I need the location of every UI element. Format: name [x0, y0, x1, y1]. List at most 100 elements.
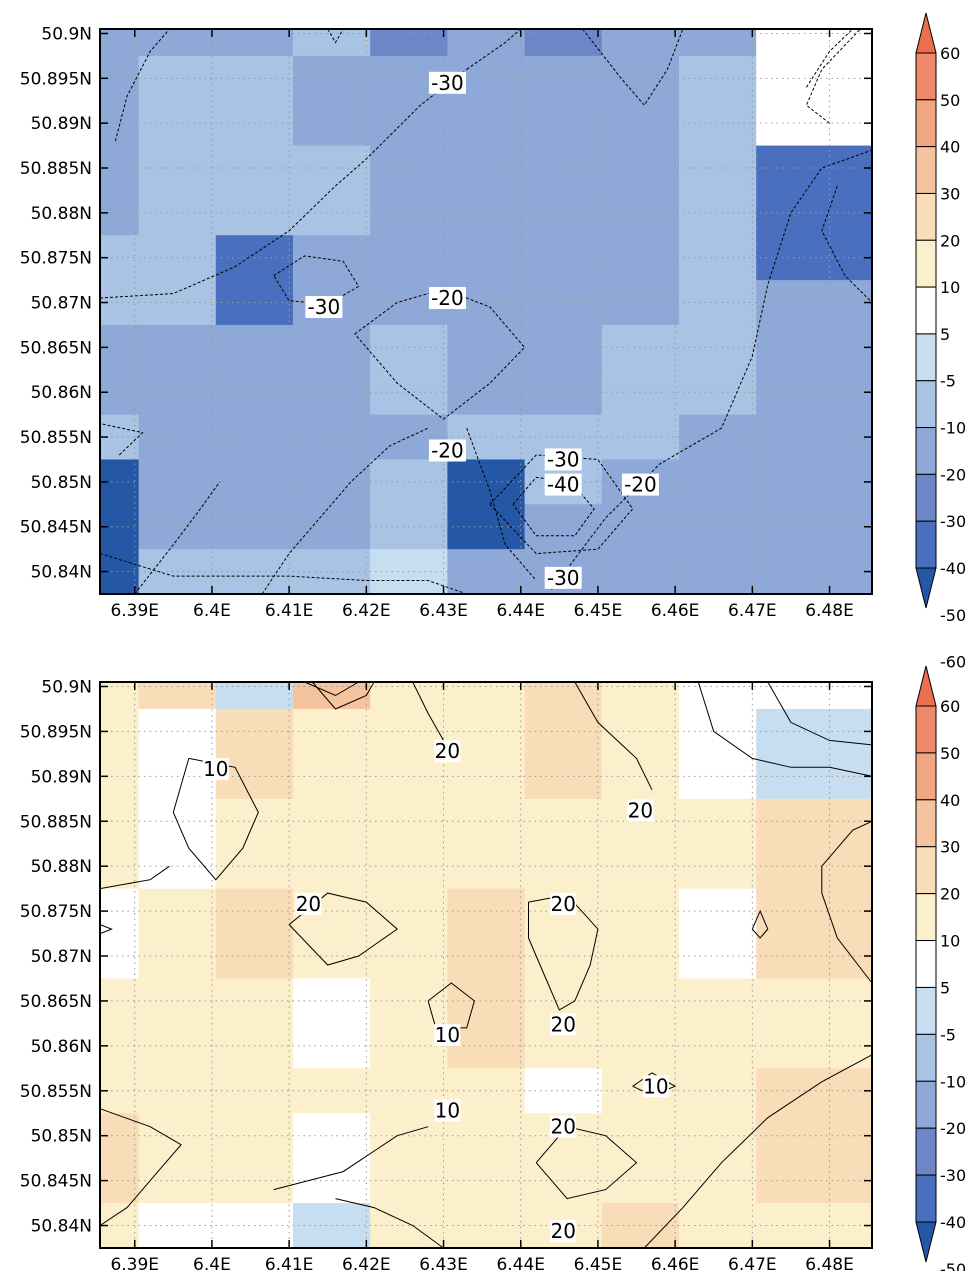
- contour-line: [767, 681, 873, 746]
- x-tick-label: 6.4E: [193, 1255, 231, 1271]
- colorbar-min-arrow: [915, 567, 937, 609]
- grid-lines: [100, 29, 872, 594]
- heatmap-cell: [756, 798, 873, 845]
- colorbar-label: 50: [940, 744, 960, 763]
- heatmap-cell: [679, 324, 757, 371]
- contour-label: -30: [547, 447, 580, 471]
- colorbar-box: [915, 192, 937, 241]
- y-tick-label: 50.9N: [41, 24, 92, 44]
- contour-label: -20: [431, 439, 464, 463]
- y-tick-label: 50.855N: [20, 428, 92, 448]
- contour-label-bg: [550, 1013, 577, 1036]
- heatmap-cell: [679, 933, 757, 979]
- colorbar-box: [915, 1080, 937, 1129]
- contour-label: -30: [431, 71, 464, 95]
- colorbar-box: [915, 520, 937, 569]
- heatmap-cell: [756, 504, 873, 550]
- y-tick-label: 50.84N: [31, 1217, 92, 1237]
- heatmap-cell: [679, 55, 757, 102]
- contour-label-bg: [428, 439, 466, 462]
- contour-line: [114, 28, 170, 142]
- y-tick-label: 50.85N: [31, 1127, 92, 1147]
- contour-label-bg: [295, 892, 322, 915]
- heatmap-cell: [679, 145, 757, 191]
- contour-label: 10: [435, 1023, 460, 1047]
- contour-line: [134, 481, 221, 595]
- colorbar-box: [915, 893, 937, 942]
- contour-label-bg: [305, 296, 343, 319]
- colorbar-box: [915, 1033, 937, 1082]
- contour-label-bg: [434, 1024, 461, 1047]
- contour-labels: 20 10 20 20 20 20 10 20 10 20 10: [202, 739, 669, 1243]
- heatmap-cell: [756, 1023, 873, 1069]
- heatmap-cell: [756, 843, 873, 890]
- colorbar-min-arrow: [915, 1221, 937, 1263]
- y-tick-label: 50.885N: [20, 812, 92, 832]
- heatmap-cell: [679, 414, 757, 460]
- colorbar-box: [915, 986, 937, 1035]
- x-tick-label: 6.45E: [574, 1255, 623, 1271]
- colorbar-label: -20: [940, 465, 966, 484]
- contour-line: [528, 894, 599, 1011]
- heatmap-cell: [756, 324, 873, 371]
- colorbar-label: 40: [940, 138, 960, 157]
- x-tick-label: 6.41E: [265, 1255, 314, 1271]
- contour-line: [574, 681, 653, 791]
- bottom-panel: 20 10 20 20 20 20 10 20 10 20 10 6.39E 6.4E 6.41E 6.42…: [20, 677, 873, 1271]
- y-tick-label: 50.86N: [31, 1037, 92, 1057]
- contour-label-bg: [544, 566, 582, 589]
- heatmap-cell: [679, 1023, 757, 1069]
- heatmap-cell: [679, 1068, 757, 1114]
- contour-line: [466, 28, 522, 70]
- x-tick-label: 6.48E: [805, 601, 854, 621]
- colorbar-box: [915, 146, 937, 194]
- colorbar-label: 20: [940, 231, 960, 250]
- y-tick-label: 50.9N: [41, 677, 92, 697]
- heatmap-cell: [679, 459, 757, 505]
- colorbar-box: [915, 752, 937, 801]
- contour-label-bg: [202, 758, 229, 781]
- colorbar-label: -60: [940, 653, 966, 672]
- contour-label: -20: [624, 473, 657, 497]
- contour-lines: [99, 28, 873, 595]
- colorbar-label: -50: [940, 606, 966, 625]
- heatmap-cell: [756, 888, 873, 935]
- contour-label-bg: [627, 799, 654, 822]
- colorbar-label: -30: [940, 512, 966, 531]
- y-tick-label: 50.89N: [31, 114, 92, 134]
- colorbar-box: [915, 333, 937, 382]
- contour-line: [273, 255, 360, 305]
- colorbar-max-arrow: [915, 12, 937, 54]
- colorbar-box: [915, 473, 937, 522]
- contour-label-bg: [544, 448, 582, 471]
- heatmap-cell: [679, 369, 757, 416]
- y-tick-label: 50.845N: [20, 1172, 92, 1192]
- contour-label: 10: [435, 1099, 460, 1123]
- contour-line: [99, 924, 113, 935]
- heatmap-cell: [756, 1203, 873, 1249]
- contour-label-bg: [550, 1219, 577, 1242]
- colorbar-label: -30: [940, 1166, 966, 1185]
- colorbar-label: 20: [940, 885, 960, 904]
- x-tick-label: 6.4E: [193, 601, 231, 621]
- colorbar-box: [915, 799, 937, 848]
- y-tick-label: 50.88N: [31, 204, 92, 224]
- contour-label: 20: [550, 1115, 575, 1139]
- heatmap-cell: [756, 933, 873, 979]
- contour-line: [551, 149, 873, 590]
- heatmap-cell: [679, 753, 757, 800]
- heatmap-cell: [679, 1113, 757, 1159]
- contour-label: -20: [431, 286, 464, 310]
- x-tick-label: 6.46E: [651, 601, 700, 621]
- colorbar-box: [915, 846, 937, 895]
- heatmap-cell: [756, 190, 873, 236]
- contour-line: [99, 553, 467, 595]
- heatmap-cell: [679, 843, 757, 890]
- x-tick-label: 6.44E: [496, 1255, 545, 1271]
- plot-frame: [99, 28, 873, 595]
- heatmap-cell: [679, 888, 757, 935]
- colorbar-label: 60: [940, 44, 960, 63]
- heatmap-cell: [756, 280, 873, 326]
